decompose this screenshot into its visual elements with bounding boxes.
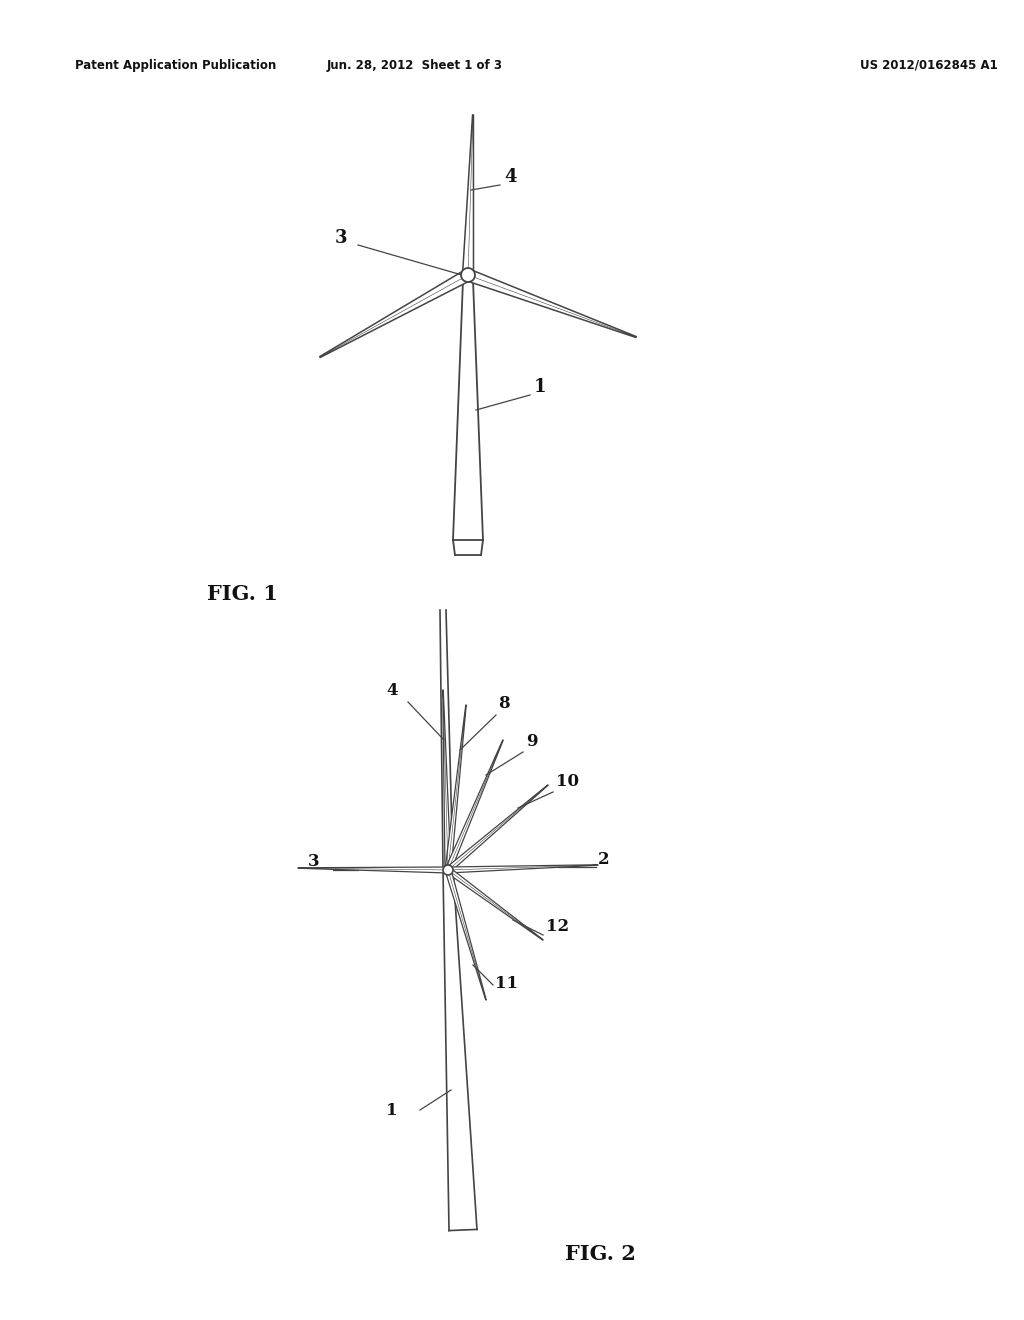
- Text: 12: 12: [546, 917, 569, 935]
- Text: 2: 2: [598, 851, 609, 869]
- Text: FIG. 2: FIG. 2: [565, 1243, 636, 1265]
- Polygon shape: [463, 115, 473, 275]
- Polygon shape: [447, 865, 598, 873]
- Polygon shape: [319, 269, 471, 358]
- Text: 4: 4: [386, 682, 397, 700]
- Polygon shape: [445, 705, 466, 870]
- Polygon shape: [446, 867, 543, 940]
- Text: 3: 3: [308, 853, 319, 870]
- Circle shape: [443, 865, 453, 875]
- Polygon shape: [442, 690, 451, 870]
- Text: 4: 4: [504, 168, 516, 186]
- Text: FIG. 1: FIG. 1: [207, 583, 278, 605]
- Text: Jun. 28, 2012  Sheet 1 of 3: Jun. 28, 2012 Sheet 1 of 3: [327, 58, 503, 71]
- Text: 1: 1: [386, 1102, 397, 1119]
- Text: 10: 10: [556, 774, 579, 789]
- Circle shape: [461, 268, 475, 282]
- Polygon shape: [445, 741, 503, 871]
- Text: 11: 11: [495, 975, 518, 993]
- Polygon shape: [445, 869, 486, 1001]
- Polygon shape: [298, 867, 449, 873]
- Text: 9: 9: [526, 733, 538, 750]
- Polygon shape: [446, 785, 548, 873]
- Text: 8: 8: [498, 696, 510, 711]
- Text: US 2012/0162845 A1: US 2012/0162845 A1: [860, 58, 997, 71]
- Text: 3: 3: [335, 228, 347, 247]
- Text: 1: 1: [534, 378, 547, 396]
- Polygon shape: [466, 269, 636, 338]
- Text: Patent Application Publication: Patent Application Publication: [75, 58, 276, 71]
